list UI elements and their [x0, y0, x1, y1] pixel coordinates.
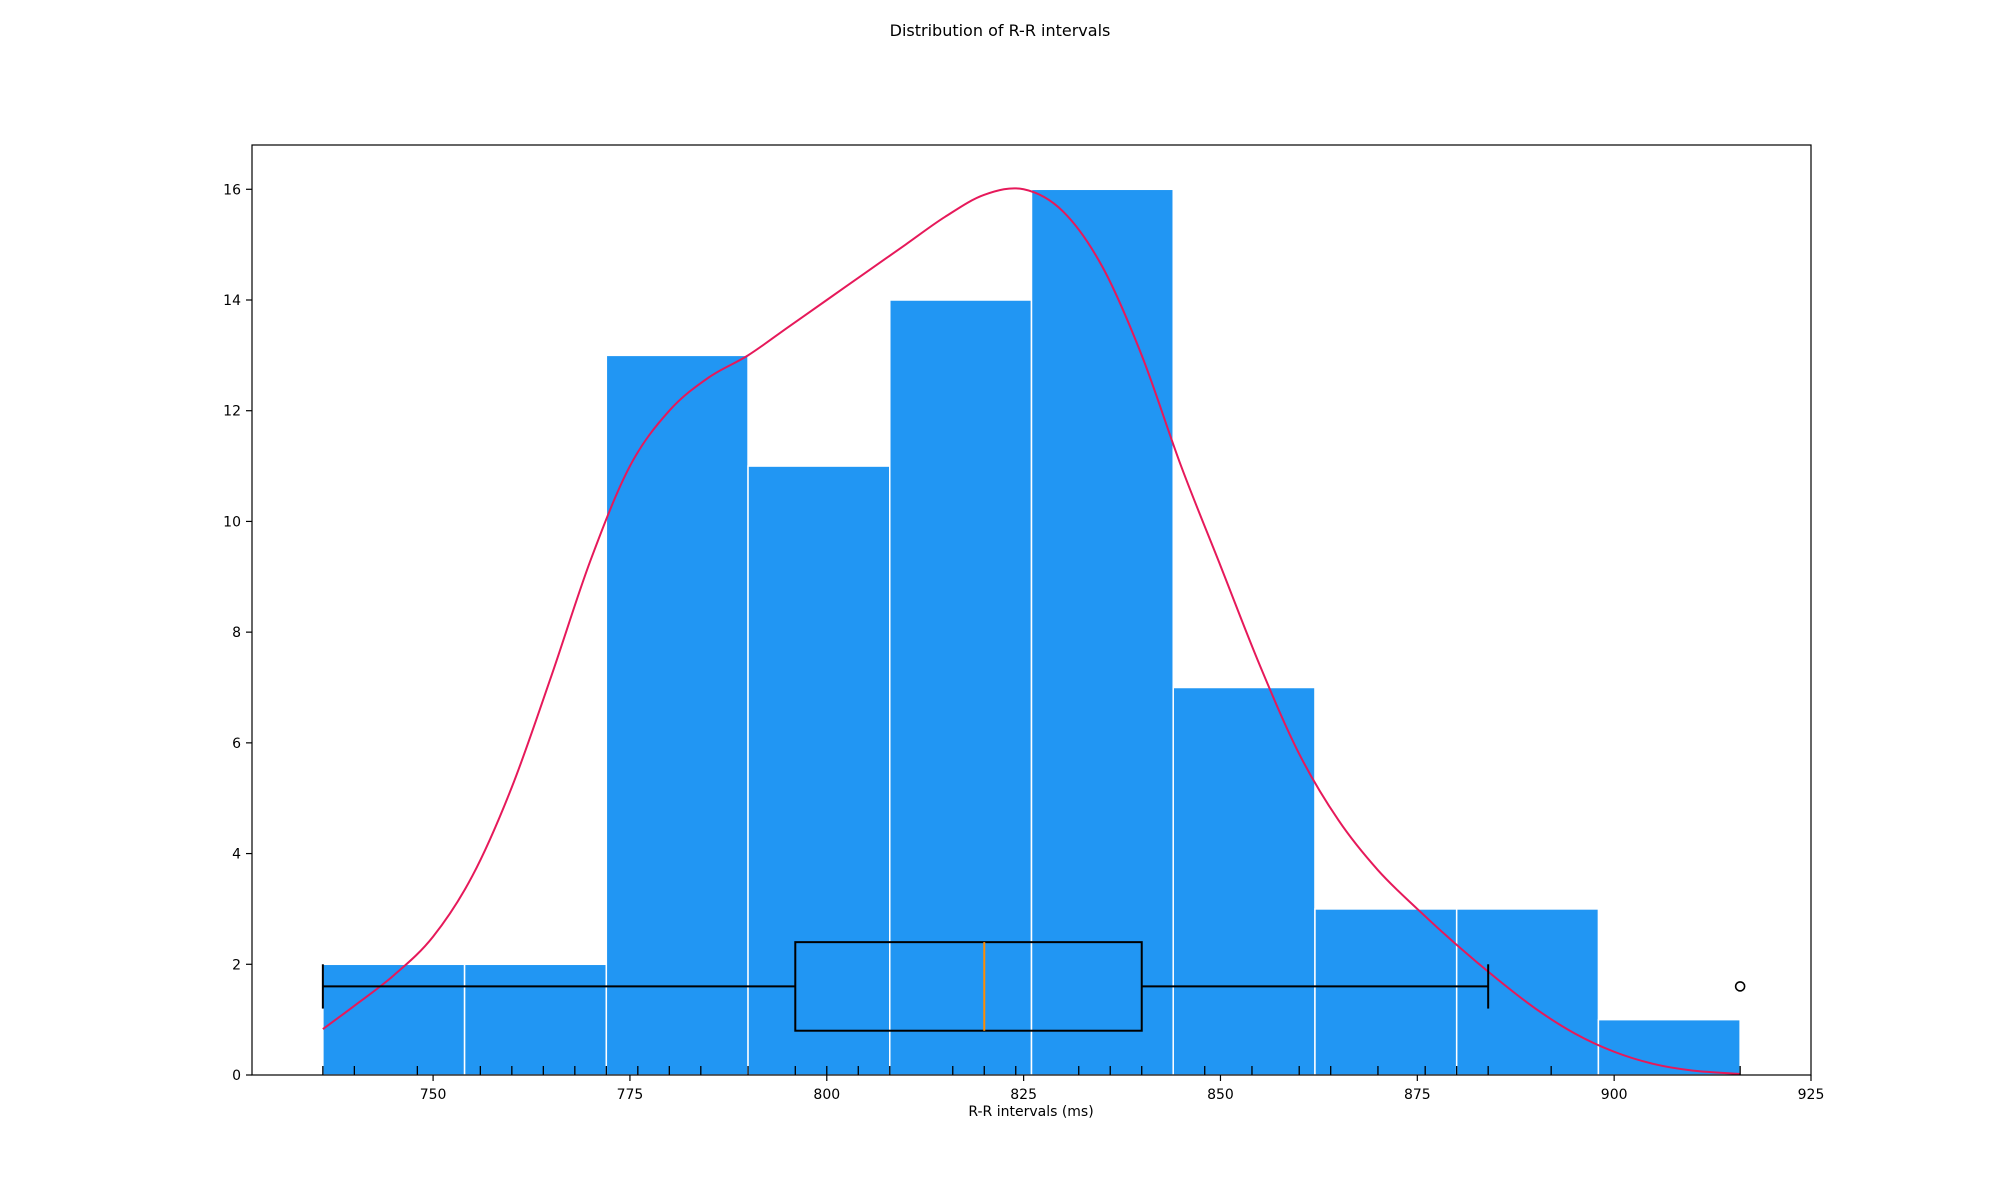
x-tick-label: 925: [1798, 1087, 1825, 1103]
kde-layer: [322, 187, 1741, 1075]
y-tick-label: 10: [223, 514, 241, 530]
plot-frame: [251, 144, 1812, 1076]
y-tick-label: 8: [232, 625, 241, 641]
histogram-bar: [1314, 908, 1458, 1076]
x-tick-label: 750: [420, 1087, 447, 1103]
y-axis: 0 2 4 6 8 10 12 14 16: [223, 182, 252, 1084]
histogram-bar: [889, 299, 1033, 1076]
histogram-bar: [463, 963, 608, 1076]
histogram-bar: [1455, 908, 1600, 1076]
rug-layer: [322, 1066, 1741, 1075]
boxplot-layer: [321, 941, 1746, 1032]
y-tick-label: 4: [232, 847, 241, 863]
y-tick-label: 2: [232, 957, 241, 973]
x-axis: 750 775 800 825 850 875 900 925: [420, 1075, 1825, 1103]
chart-title: Distribution of R-R intervals: [890, 21, 1111, 40]
histogram-bar: [747, 465, 891, 1076]
boxplot-box: [794, 941, 1143, 1032]
x-tick-label: 850: [1207, 1087, 1234, 1103]
histogram-bar: [1030, 188, 1174, 1076]
boxplot-outlier: [1734, 981, 1746, 992]
histogram-bar: [1172, 686, 1316, 1076]
x-axis-label: R-R intervals (ms): [968, 1104, 1093, 1120]
y-tick-label: 12: [223, 404, 241, 420]
y-tick-label: 16: [223, 182, 241, 198]
histogram-bar: [1597, 1018, 1741, 1076]
x-tick-label: 825: [1010, 1087, 1037, 1103]
x-tick-label: 800: [813, 1087, 840, 1103]
x-tick-label: 875: [1404, 1087, 1431, 1103]
x-tick-label: 775: [617, 1087, 644, 1103]
y-tick-label: 14: [223, 293, 241, 309]
kde-curve: [322, 187, 1741, 1075]
bars-layer: [322, 188, 1741, 1076]
y-tick-label: 6: [232, 736, 241, 752]
y-tick-label: 0: [232, 1068, 241, 1084]
histogram-bar: [322, 963, 466, 1076]
x-tick-label: 900: [1601, 1087, 1628, 1103]
histogram-bar: [605, 354, 749, 1076]
